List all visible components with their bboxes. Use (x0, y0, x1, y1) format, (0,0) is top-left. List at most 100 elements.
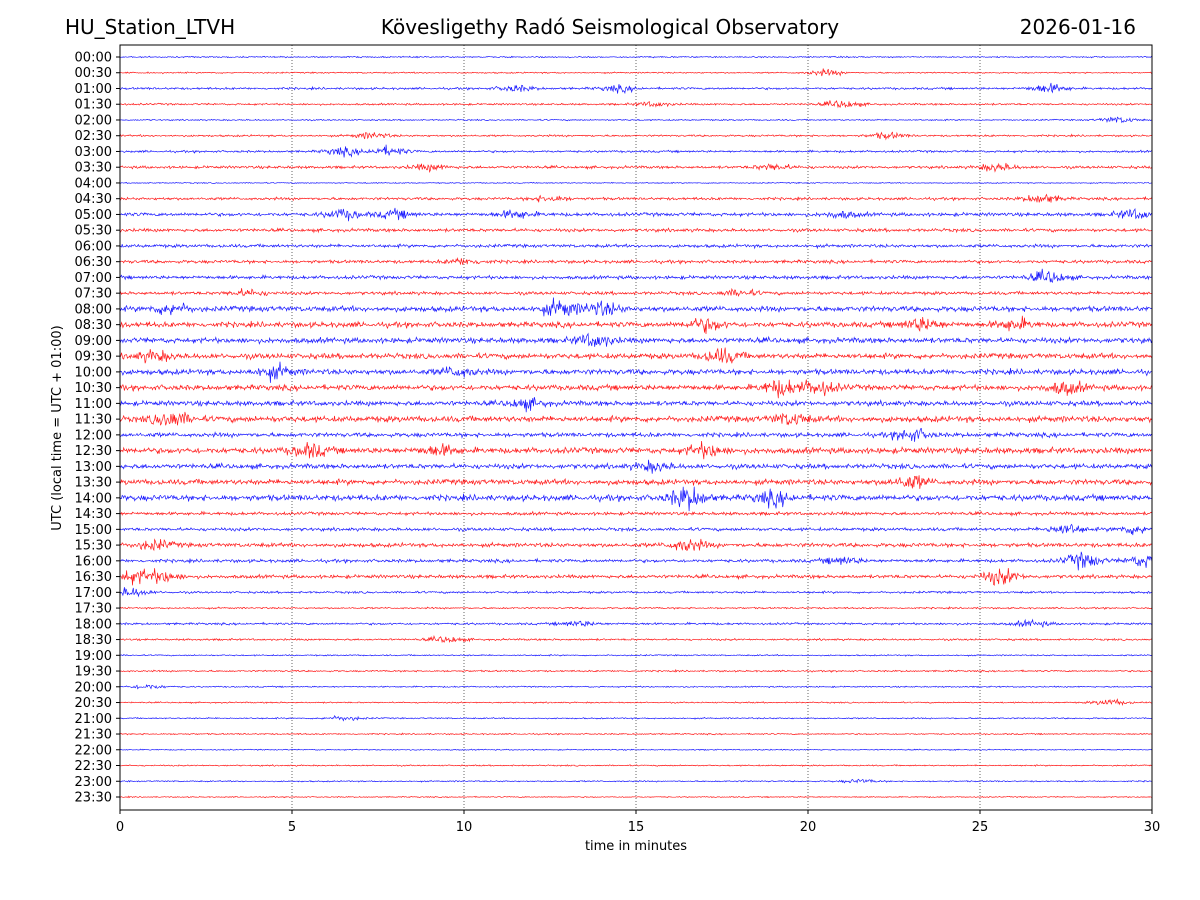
y-tick-label: 21:00 (75, 712, 112, 727)
y-tick-label: 05:30 (75, 224, 112, 239)
trace-1930 (119, 668, 1153, 673)
x-axis-label: time in minutes (585, 839, 687, 854)
trace-1230 (119, 440, 1153, 460)
y-tick-label: 14:00 (75, 491, 112, 506)
trace-1500 (119, 523, 1153, 536)
y-tick-label: 20:30 (75, 696, 112, 711)
trace-1330 (119, 475, 1153, 489)
y-tick-label: 16:30 (75, 570, 112, 585)
x-tick-label: 20 (800, 820, 817, 835)
trace-0030 (119, 68, 1153, 77)
trace-1900 (119, 653, 1153, 657)
trace-1000 (119, 361, 1152, 383)
trace-1130 (119, 411, 1153, 426)
trace-0730 (119, 287, 1153, 297)
y-tick-label: 05:00 (75, 208, 112, 223)
trace-1630 (120, 567, 1153, 586)
y-tick-label: 17:00 (75, 586, 112, 601)
trace-2100 (119, 715, 1153, 722)
x-tick-label: 5 (288, 820, 296, 835)
trace-1600 (119, 551, 1153, 571)
trace-0930 (119, 347, 1153, 364)
trace-0430 (119, 193, 1153, 203)
y-tick-label: 13:00 (75, 460, 112, 475)
y-tick-label: 10:30 (75, 381, 112, 396)
y-tick-label: 23:00 (75, 775, 112, 790)
y-tick-label: 00:30 (75, 66, 112, 81)
y-tick-label: 18:00 (75, 617, 112, 632)
y-tick-label: 04:30 (75, 192, 112, 207)
trace-2200 (119, 748, 1153, 751)
y-tick-label: 17:30 (75, 602, 112, 617)
x-tick-label: 15 (628, 820, 645, 835)
y-axis-label: UTC (local time = UTC + 01:00) (50, 325, 65, 530)
y-tick-label: 18:30 (75, 633, 112, 648)
trace-0500 (119, 207, 1153, 222)
y-tick-label: 06:00 (75, 239, 112, 254)
y-tick-label: 12:00 (75, 428, 112, 443)
y-tick-label: 11:00 (75, 397, 112, 412)
trace-0200 (119, 116, 1153, 124)
y-tick-label: 16:00 (75, 554, 112, 569)
y-tick-label: 13:30 (75, 476, 112, 491)
trace-0130 (119, 100, 1153, 109)
y-tick-label: 06:30 (75, 255, 112, 270)
trace-0700 (119, 268, 1153, 283)
y-tick-label: 15:00 (75, 523, 112, 538)
y-tick-label: 23:30 (75, 791, 112, 806)
y-tick-label: 01:00 (75, 82, 112, 97)
y-tick-label: 19:00 (75, 649, 112, 664)
y-tick-label: 14:30 (75, 507, 112, 522)
trace-0830 (119, 315, 1153, 335)
station-title: HU_Station_LTVH (65, 15, 236, 39)
trace-0330 (119, 162, 1153, 173)
y-tick-label: 20:00 (75, 680, 112, 695)
y-tick-label: 09:30 (75, 350, 112, 365)
trace-2330 (119, 795, 1153, 799)
y-tick-label: 08:00 (75, 302, 112, 317)
trace-2000 (119, 684, 1153, 690)
y-tick-label: 07:30 (75, 287, 112, 302)
trace-1830 (119, 635, 1153, 644)
y-tick-label: 22:30 (75, 759, 112, 774)
y-tick-label: 09:00 (75, 334, 112, 349)
trace-0300 (119, 144, 1153, 158)
x-tick-label: 30 (1144, 820, 1161, 835)
trace-2030 (119, 698, 1153, 706)
trace-0400 (119, 181, 1153, 185)
x-tick-label: 0 (116, 820, 124, 835)
x-tick-label: 10 (456, 820, 473, 835)
y-tick-label: 03:30 (75, 161, 112, 176)
trace-0000 (119, 55, 1153, 59)
trace-2230 (119, 764, 1153, 767)
trace-2130 (119, 732, 1153, 736)
trace-1400 (119, 486, 1153, 512)
y-tick-label: 19:30 (75, 665, 112, 680)
y-tick-label: 10:00 (75, 365, 112, 380)
y-tick-label: 02:00 (75, 113, 112, 128)
trace-1430 (119, 510, 1153, 517)
trace-0900 (119, 332, 1153, 347)
trace-1300 (119, 459, 1153, 474)
trace-1800 (119, 618, 1153, 628)
y-tick-label: 08:30 (75, 318, 112, 333)
trace-0800 (119, 297, 1153, 317)
y-tick-label: 07:00 (75, 271, 112, 286)
trace-0530 (119, 227, 1153, 234)
x-tick-label: 25 (972, 820, 989, 835)
y-tick-label: 22:00 (75, 743, 112, 758)
y-tick-label: 15:30 (75, 539, 112, 554)
date-title: 2026-01-16 (1019, 15, 1136, 39)
trace-1200 (119, 427, 1153, 442)
y-tick-label: 11:30 (75, 413, 112, 428)
y-tick-label: 21:30 (75, 728, 112, 743)
y-tick-label: 01:30 (75, 98, 112, 113)
trace-0630 (119, 257, 1153, 266)
trace-1100 (119, 397, 1153, 413)
y-tick-label: 00:00 (75, 51, 112, 66)
y-tick-label: 03:00 (75, 145, 112, 160)
trace-0100 (119, 82, 1153, 95)
y-tick-label: 02:30 (75, 129, 112, 144)
y-tick-label: 04:00 (75, 176, 112, 191)
trace-1530 (119, 538, 1153, 552)
